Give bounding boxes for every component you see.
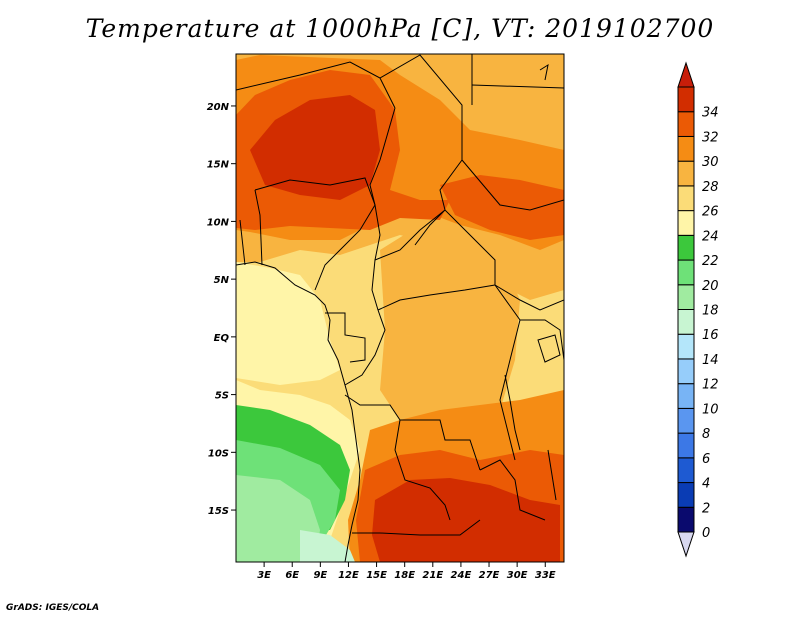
colorbar-swatch <box>677 234 695 261</box>
field-sahel-32 <box>440 175 564 240</box>
colorbar-swatch <box>677 333 695 360</box>
colorbar-swatch <box>677 284 695 310</box>
border-benin <box>254 189 263 266</box>
colorbar-swatch <box>677 358 695 385</box>
lon-tick-label: 3E <box>257 570 271 581</box>
lat-tick-label: 15S <box>208 506 229 517</box>
lon-tick-label: 27E <box>479 570 500 581</box>
lon-tick-label: 18E <box>394 570 415 581</box>
border-congo-drc <box>344 309 386 386</box>
colorbar-swatch <box>677 86 695 113</box>
colorbar-swatch <box>677 482 695 508</box>
field-sw-16 <box>300 530 355 562</box>
lat-tick-label: 15N <box>207 160 230 171</box>
coastline-west <box>236 261 361 562</box>
colorbar-label: 24 <box>702 229 719 244</box>
grads-credit: GrADS: IGES/COLA <box>6 603 100 613</box>
colorbar-label: 20 <box>702 279 719 294</box>
field-south-34 <box>372 478 560 562</box>
colorbar-label: 16 <box>702 328 719 343</box>
lon-tick-label: 9E <box>313 570 327 581</box>
border-drc-angola <box>344 394 481 471</box>
border-chad-sudan <box>414 105 463 246</box>
field-west-26 <box>236 262 340 385</box>
colorbar-label: 32 <box>702 130 719 145</box>
colorbar-label: 14 <box>702 353 719 368</box>
lon-tick-label: 33E <box>535 570 556 581</box>
chart-title: Temperature at 1000hPa [C], VT: 20191027… <box>85 14 715 43</box>
colorbar-lower-triangle <box>677 531 695 558</box>
lat-tick-label: 5S <box>215 391 229 402</box>
colorbar-swatch <box>677 111 695 137</box>
lat-tick-label: 10N <box>207 217 230 228</box>
river-nile-east <box>539 63 549 81</box>
colorbar-swatch <box>677 160 695 187</box>
colorbar-swatch <box>677 383 695 409</box>
border-tanzania <box>520 319 564 361</box>
lake-tanganyika <box>504 374 521 451</box>
lon-tick-label: 24E <box>451 570 472 581</box>
colorbar-label: 4 <box>702 477 710 492</box>
colorbar-upper-triangle <box>677 61 695 88</box>
border-sudan-south <box>461 159 564 211</box>
border-drc-east <box>494 284 521 461</box>
lake-victoria <box>537 334 561 363</box>
colorbar-label: 22 <box>702 254 719 269</box>
colorbar-swatch <box>677 259 695 286</box>
latitude-axis: 20N 15N 10N 5N EQ 5S 10S 15S <box>207 102 236 517</box>
lat-tick-label: EQ <box>214 333 230 344</box>
colorbar-swatch <box>677 407 695 434</box>
lon-tick-label: 21E <box>422 570 443 581</box>
colorbar-swatch <box>677 506 695 533</box>
border-niger-chad <box>369 107 396 206</box>
colorbar-label: 6 <box>702 452 710 467</box>
border-angola-namibia <box>352 519 481 536</box>
colorbar-label: 34 <box>702 106 719 121</box>
colorbar-swatch <box>677 309 695 335</box>
border-zambia-east <box>479 459 546 521</box>
lat-tick-label: 5N <box>214 275 230 286</box>
lake-malawi <box>547 449 557 501</box>
border-car-south <box>377 284 496 311</box>
field-central-28 <box>380 225 520 420</box>
colorbar-swatch <box>677 210 695 236</box>
longitude-axis: 3E 6E 9E 12E 15E 18E 21E 24E 27E 30E 33E <box>257 562 556 581</box>
colorbar-label: 12 <box>702 378 719 393</box>
field-sw-18 <box>236 475 320 562</box>
colorbar-label: 18 <box>702 304 719 319</box>
border-car-north <box>374 209 496 285</box>
lon-tick-label: 30E <box>507 570 528 581</box>
field-north-34 <box>250 95 380 200</box>
border-togo-ghana <box>239 219 246 266</box>
border-south-sudan-east <box>494 284 564 311</box>
lon-tick-label: 15E <box>366 570 387 581</box>
country-boundaries <box>236 54 564 562</box>
colorbar-label: 30 <box>702 155 719 170</box>
colorbar-label: 10 <box>702 402 719 417</box>
colorbar-swatch <box>677 185 695 212</box>
colorbar-label: 0 <box>702 526 710 541</box>
colorbar-label: 8 <box>702 427 710 442</box>
lon-tick-label: 12E <box>338 570 359 581</box>
colorbar-swatch <box>677 457 695 484</box>
border-nigeria-cameroon <box>314 204 376 291</box>
border-nigeria-north <box>254 177 376 206</box>
colorbar-label: 2 <box>702 501 710 516</box>
map-frame <box>235 53 565 563</box>
border-angola-zambia <box>394 419 451 521</box>
colorbar-label: 28 <box>702 180 719 195</box>
lat-tick-label: 10S <box>208 448 229 459</box>
lon-tick-label: 6E <box>285 570 299 581</box>
border-egypt-sudan <box>471 84 564 89</box>
temperature-field <box>236 54 564 562</box>
colorbar-swatch <box>677 135 695 162</box>
lat-tick-label: 20N <box>207 102 230 113</box>
border-algeria-niger <box>236 61 396 109</box>
colorbar-label: 26 <box>702 205 719 220</box>
colorbar-swatch <box>677 432 695 459</box>
border-gabon <box>325 312 366 363</box>
